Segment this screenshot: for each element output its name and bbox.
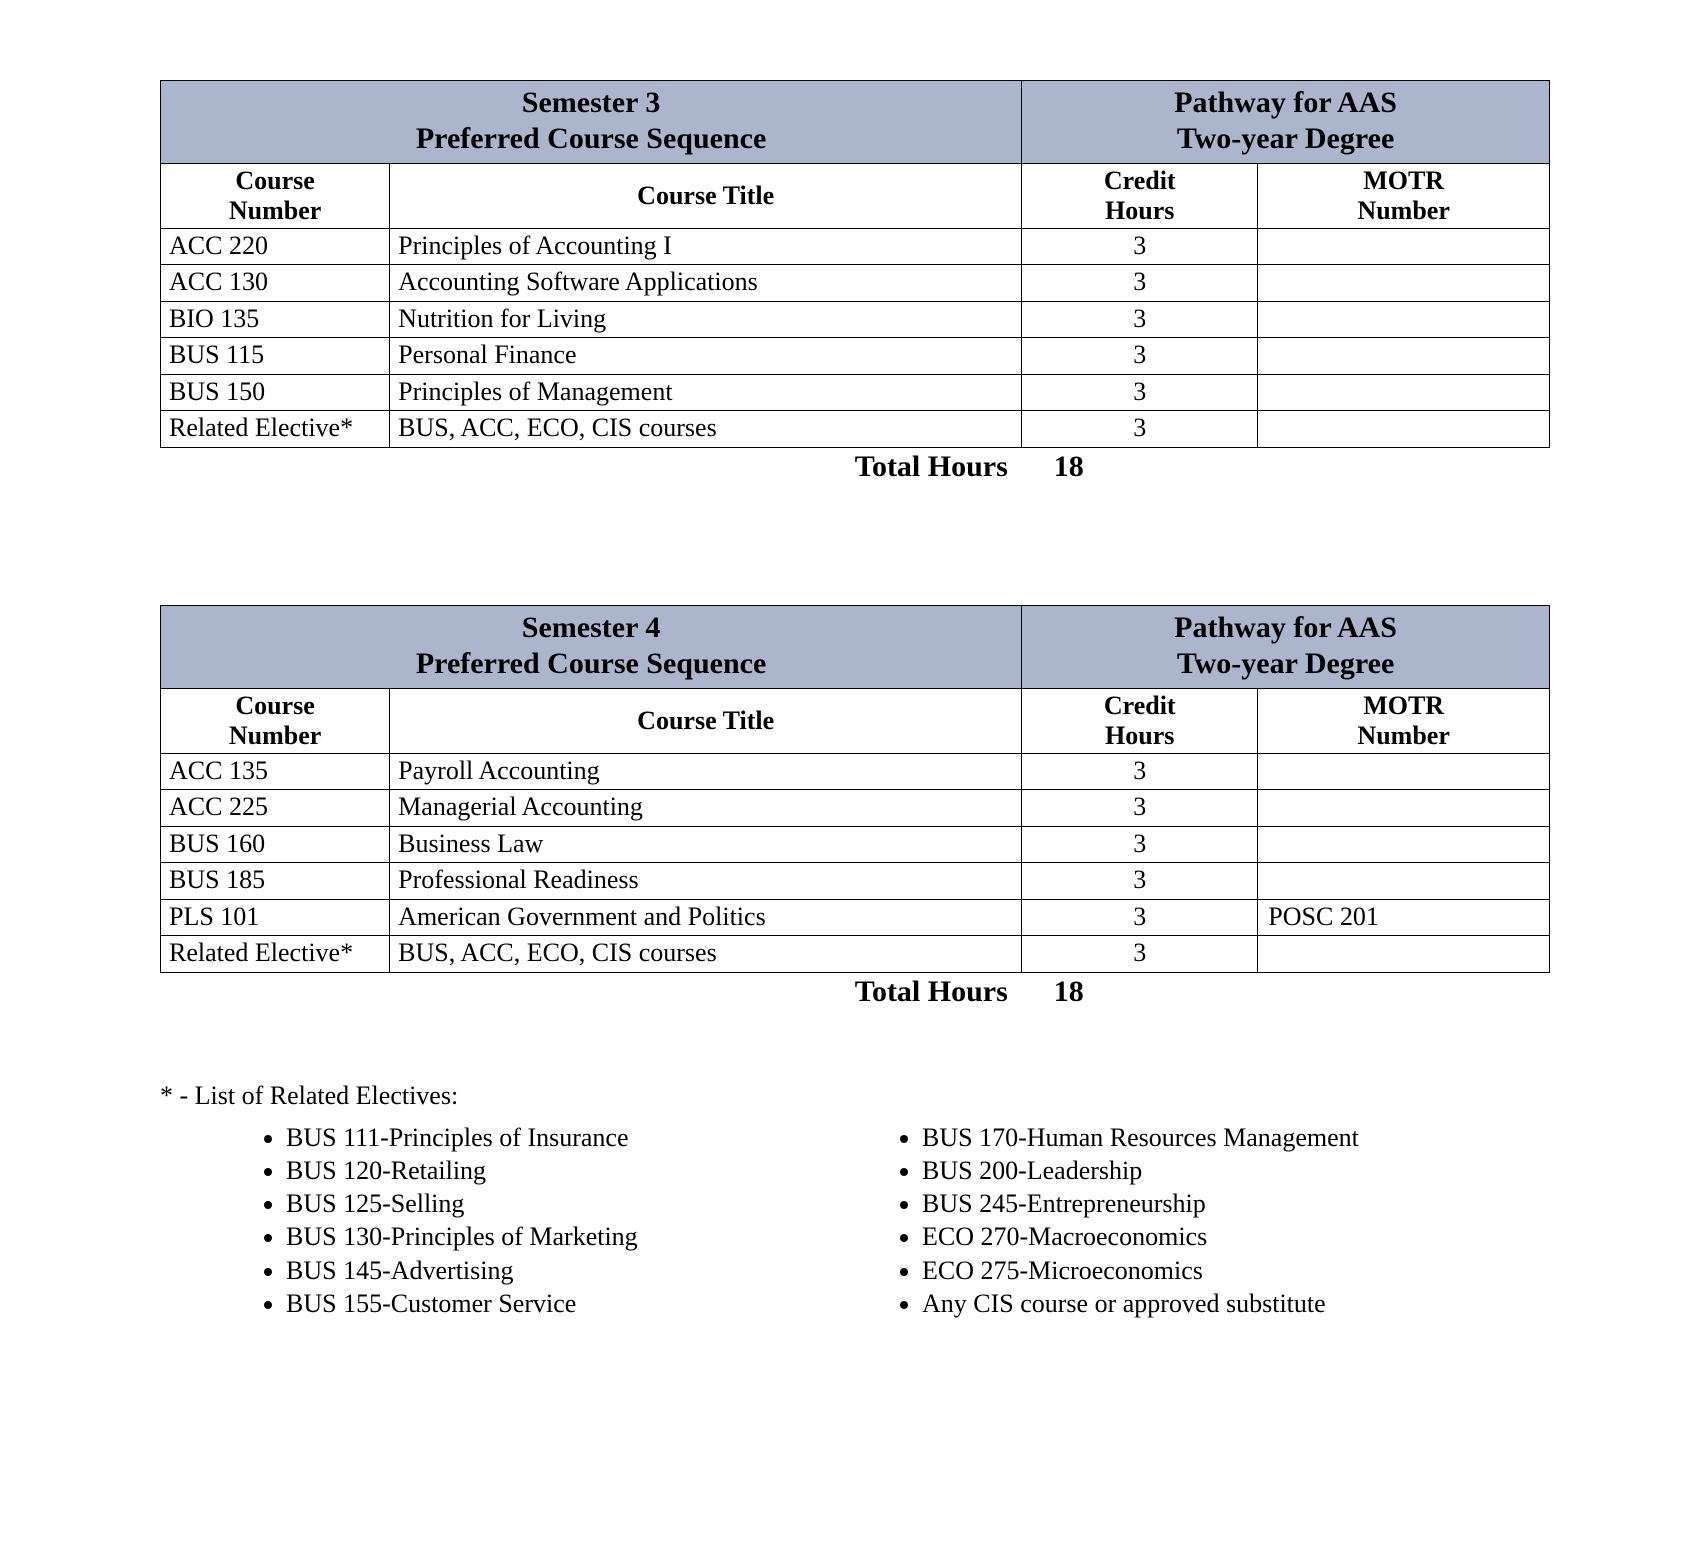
table-row: ACC 130Accounting Software Applications3 bbox=[161, 265, 1550, 302]
table-row: ACC 220Principles of Accounting I3 bbox=[161, 228, 1550, 265]
motr-number bbox=[1258, 301, 1550, 338]
credit-hours: 3 bbox=[1022, 228, 1258, 265]
list-item: ECO 275-Microeconomics bbox=[922, 1254, 1562, 1287]
total-hours-label: Total Hours bbox=[389, 974, 1021, 1010]
electives-list-left: BUS 111-Principles of InsuranceBUS 120-R… bbox=[250, 1121, 874, 1320]
course-title: Business Law bbox=[390, 826, 1022, 863]
column-header-course-title: Course Title bbox=[390, 164, 1022, 229]
electives-list: BUS 111-Principles of InsuranceBUS 120-R… bbox=[250, 1121, 1550, 1320]
motr-number bbox=[1258, 411, 1550, 448]
course-title: BUS, ACC, ECO, CIS courses bbox=[390, 411, 1022, 448]
course-title: Managerial Accounting bbox=[390, 790, 1022, 827]
table-row: Related Elective*BUS, ACC, ECO, CIS cour… bbox=[161, 411, 1550, 448]
course-number: ACC 130 bbox=[161, 265, 390, 302]
course-title: Principles of Accounting I bbox=[390, 228, 1022, 265]
list-item: BUS 155-Customer Service bbox=[286, 1287, 874, 1320]
semester-title-right: Pathway for AASTwo-year Degree bbox=[1022, 605, 1550, 688]
column-header-credit-hours: CreditHours bbox=[1022, 688, 1258, 753]
credit-hours: 3 bbox=[1022, 265, 1258, 302]
list-item: BUS 125-Selling bbox=[286, 1187, 874, 1220]
semester-table-2: Semester 4Preferred Course SequencePathw… bbox=[160, 605, 1550, 973]
course-title: Accounting Software Applications bbox=[390, 265, 1022, 302]
total-hours-label: Total Hours bbox=[389, 449, 1021, 485]
list-item: BUS 245-Entrepreneurship bbox=[922, 1187, 1562, 1220]
motr-number bbox=[1258, 753, 1550, 790]
course-title: American Government and Politics bbox=[390, 899, 1022, 936]
credit-hours: 3 bbox=[1022, 826, 1258, 863]
credit-hours: 3 bbox=[1022, 863, 1258, 900]
course-title: BUS, ACC, ECO, CIS courses bbox=[390, 936, 1022, 973]
credit-hours: 3 bbox=[1022, 790, 1258, 827]
semester-title-right: Pathway for AASTwo-year Degree bbox=[1022, 81, 1550, 164]
motr-number bbox=[1258, 228, 1550, 265]
course-number: Related Elective* bbox=[161, 411, 390, 448]
table-row: BUS 160Business Law3 bbox=[161, 826, 1550, 863]
credit-hours: 3 bbox=[1022, 899, 1258, 936]
table-row: Related Elective*BUS, ACC, ECO, CIS cour… bbox=[161, 936, 1550, 973]
motr-number bbox=[1258, 863, 1550, 900]
electives-footnote: * - List of Related Electives: bbox=[160, 1080, 1550, 1111]
credit-hours: 3 bbox=[1022, 753, 1258, 790]
column-header-credit-hours: CreditHours bbox=[1022, 164, 1258, 229]
total-hours-row: Total Hours18 bbox=[160, 973, 1550, 1010]
list-item: BUS 170-Human Resources Management bbox=[922, 1121, 1562, 1154]
course-title: Personal Finance bbox=[390, 338, 1022, 375]
list-item: BUS 111-Principles of Insurance bbox=[286, 1121, 874, 1154]
column-header-course-number: CourseNumber bbox=[161, 688, 390, 753]
table-row: PLS 101American Government and Politics3… bbox=[161, 899, 1550, 936]
motr-number bbox=[1258, 338, 1550, 375]
course-number: PLS 101 bbox=[161, 899, 390, 936]
motr-number bbox=[1258, 265, 1550, 302]
list-item: BUS 200-Leadership bbox=[922, 1154, 1562, 1187]
course-number: BIO 135 bbox=[161, 301, 390, 338]
course-title: Nutrition for Living bbox=[390, 301, 1022, 338]
total-hours-value: 18 bbox=[1022, 449, 1258, 485]
course-number: BUS 150 bbox=[161, 374, 390, 411]
course-number: ACC 225 bbox=[161, 790, 390, 827]
page-content: Semester 3Preferred Course SequencePathw… bbox=[160, 80, 1550, 1320]
semester-title-left: Semester 3Preferred Course Sequence bbox=[161, 81, 1022, 164]
credit-hours: 3 bbox=[1022, 411, 1258, 448]
motr-number bbox=[1258, 374, 1550, 411]
table-row: BUS 115Personal Finance3 bbox=[161, 338, 1550, 375]
table-row: BUS 150Principles of Management3 bbox=[161, 374, 1550, 411]
total-hours-value: 18 bbox=[1022, 974, 1258, 1010]
course-title: Professional Readiness bbox=[390, 863, 1022, 900]
column-header-motr-number: MOTRNumber bbox=[1258, 164, 1550, 229]
course-number: ACC 220 bbox=[161, 228, 390, 265]
course-number: ACC 135 bbox=[161, 753, 390, 790]
credit-hours: 3 bbox=[1022, 301, 1258, 338]
table-row: BIO 135Nutrition for Living3 bbox=[161, 301, 1550, 338]
list-item: BUS 130-Principles of Marketing bbox=[286, 1220, 874, 1253]
semester-title-left: Semester 4Preferred Course Sequence bbox=[161, 605, 1022, 688]
column-header-course-number: CourseNumber bbox=[161, 164, 390, 229]
column-header-motr-number: MOTRNumber bbox=[1258, 688, 1550, 753]
total-hours-row: Total Hours18 bbox=[160, 448, 1550, 485]
credit-hours: 3 bbox=[1022, 338, 1258, 375]
motr-number bbox=[1258, 936, 1550, 973]
course-number: BUS 115 bbox=[161, 338, 390, 375]
motr-number bbox=[1258, 790, 1550, 827]
semester-table-1: Semester 3Preferred Course SequencePathw… bbox=[160, 80, 1550, 448]
course-number: BUS 185 bbox=[161, 863, 390, 900]
table-row: ACC 225Managerial Accounting3 bbox=[161, 790, 1550, 827]
table-gap bbox=[160, 485, 1550, 605]
table-row: ACC 135Payroll Accounting3 bbox=[161, 753, 1550, 790]
electives-list-right: BUS 170-Human Resources ManagementBUS 20… bbox=[886, 1121, 1562, 1320]
column-header-course-title: Course Title bbox=[390, 688, 1022, 753]
list-item: ECO 270-Macroeconomics bbox=[922, 1220, 1562, 1253]
credit-hours: 3 bbox=[1022, 374, 1258, 411]
course-title: Payroll Accounting bbox=[390, 753, 1022, 790]
credit-hours: 3 bbox=[1022, 936, 1258, 973]
motr-number bbox=[1258, 826, 1550, 863]
list-item: Any CIS course or approved substitute bbox=[922, 1287, 1562, 1320]
course-number: Related Elective* bbox=[161, 936, 390, 973]
list-item: BUS 120-Retailing bbox=[286, 1154, 874, 1187]
table-row: BUS 185Professional Readiness3 bbox=[161, 863, 1550, 900]
course-title: Principles of Management bbox=[390, 374, 1022, 411]
motr-number: POSC 201 bbox=[1258, 899, 1550, 936]
course-number: BUS 160 bbox=[161, 826, 390, 863]
list-item: BUS 145-Advertising bbox=[286, 1254, 874, 1287]
